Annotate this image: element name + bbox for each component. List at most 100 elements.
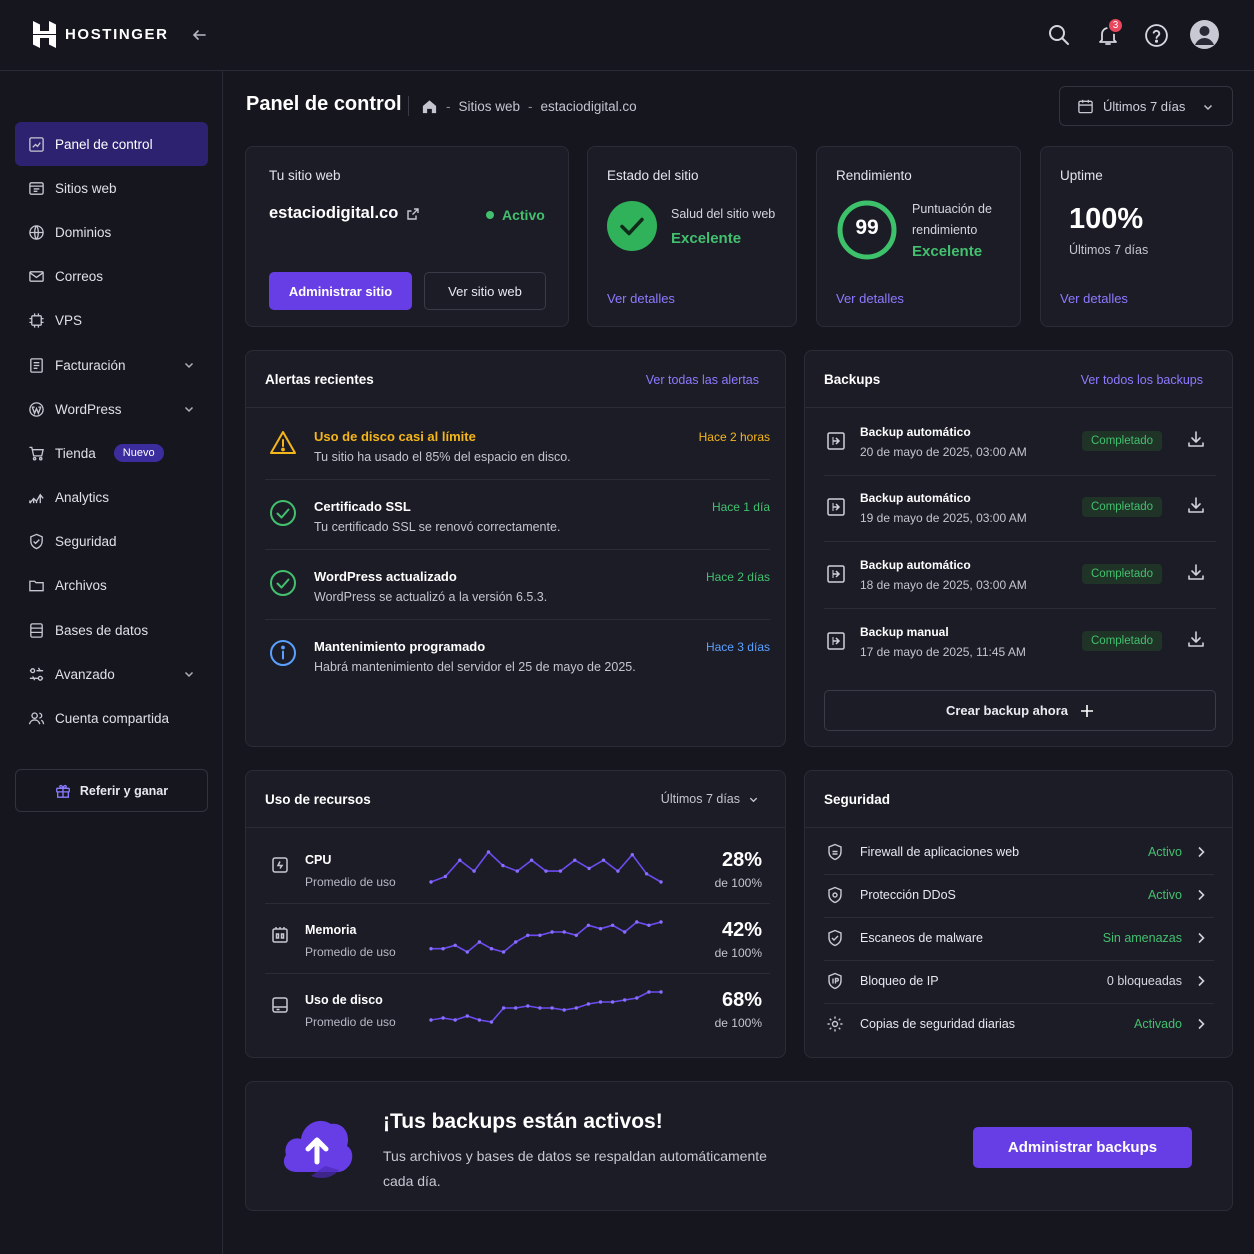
refer-and-earn-button[interactable]: Referir y ganar (15, 769, 208, 812)
chevron-right-icon (1198, 1018, 1205, 1030)
create-backup-button[interactable]: Crear backup ahora (824, 690, 1216, 731)
folder-icon (29, 580, 44, 591)
backup-icon (827, 498, 845, 516)
home-icon[interactable] (421, 98, 438, 115)
health-label: Salud del sitio web (671, 207, 776, 221)
sparkline-point (586, 1002, 591, 1006)
calendar-icon (1078, 99, 1093, 113)
chevron-down-icon (184, 406, 194, 413)
site-status: Activo (486, 207, 545, 223)
notifications-button[interactable]: 3 (1094, 17, 1124, 49)
security-row[interactable]: Escaneos de malware Sin amenazas (824, 917, 1214, 960)
sidebar-item-sites[interactable]: Sitios web (15, 166, 208, 210)
security-row[interactable]: Copias de seguridad diarias Activado (824, 1003, 1214, 1046)
resource-total: de 100% (714, 946, 762, 960)
backup-row: Backup automático 20 de mayo de 2025, 03… (824, 409, 1216, 475)
chevron-right-icon (1198, 846, 1205, 858)
sparkline-point (562, 1008, 566, 1012)
security-row[interactable]: Protección DDoS Activo (824, 874, 1214, 917)
chip-icon (29, 312, 44, 328)
performance-card-label: Rendimiento (836, 168, 912, 183)
sparkline-point (635, 996, 639, 1000)
site-domain[interactable]: estaciodigital.co (269, 204, 399, 222)
uptime-details-link[interactable]: Ver detalles (1060, 291, 1128, 306)
logo[interactable]: HOSTINGER (33, 21, 169, 48)
manage-backups-button[interactable]: Administrar backups (973, 1127, 1192, 1168)
backup-status-badge: Completado (1082, 497, 1163, 517)
sidebar-item-security[interactable]: Seguridad (15, 519, 208, 563)
performance-card: Rendimiento 99 Puntuación de rendimiento… (816, 146, 1021, 327)
uptime-card-label: Uptime (1060, 168, 1103, 183)
sidebar-item-email[interactable]: Correos (15, 254, 208, 298)
cart-icon (29, 446, 44, 460)
help-icon (1144, 23, 1168, 47)
sidebar-item-wordpress[interactable]: WordPress (15, 387, 208, 431)
gift-icon (55, 784, 70, 798)
resources-period: Últimos 7 días (660, 792, 740, 806)
sidebar-item-shared-account[interactable]: Cuenta compartida (15, 696, 208, 740)
external-link-icon[interactable] (406, 207, 420, 221)
uptime-period: Últimos 7 días (1069, 243, 1149, 257)
sidebar-item-billing[interactable]: Facturación (15, 343, 208, 387)
download-icon[interactable] (1186, 495, 1206, 515)
chevron-down-icon (184, 671, 194, 678)
sparkline-point (610, 1000, 615, 1004)
download-icon[interactable] (1186, 429, 1206, 449)
collapse-sidebar-button[interactable] (189, 25, 209, 45)
site-status-label: Activo (502, 207, 545, 223)
alert-description: Tu sitio ha usado el 85% del espacio en … (314, 450, 571, 464)
help-button[interactable] (1142, 21, 1170, 49)
sidebar-item-databases[interactable]: Bases de datos (15, 608, 208, 652)
sidebar-item-store[interactable]: Tienda Nuevo (15, 431, 208, 475)
sparkline-point (486, 850, 491, 854)
breadcrumb-sites[interactable]: Sitios web (458, 98, 521, 114)
sidebar-item-files[interactable]: Archivos (15, 563, 208, 607)
sparkline-point (489, 947, 494, 951)
breadcrumb-site[interactable]: estaciodigital.co (540, 98, 637, 114)
user-avatar[interactable] (1190, 20, 1219, 49)
download-icon[interactable] (1186, 562, 1206, 582)
firewall-shield-icon (828, 843, 842, 861)
resource-total: de 100% (714, 876, 762, 890)
resources-period-select[interactable]: Últimos 7 días (661, 792, 759, 806)
sparkline-point (429, 947, 433, 951)
security-label: Copias de seguridad diarias (860, 1017, 1015, 1031)
security-value: Activado (1134, 1017, 1182, 1031)
sidebar-item-domains[interactable]: Dominios (15, 210, 208, 254)
manage-site-button[interactable]: Administrar sitio (269, 272, 412, 310)
alert-item[interactable]: WordPress actualizado WordPress se actua… (265, 549, 770, 619)
sidebar-item-analytics[interactable]: Analytics (15, 475, 208, 519)
sidebar-item-label: Seguridad (55, 533, 117, 549)
all-backups-link[interactable]: Ver todos los backups (1080, 373, 1203, 387)
memory-icon (272, 927, 288, 943)
performance-gauge (837, 200, 897, 260)
alert-item[interactable]: Certificado SSL Tu certificado SSL se re… (265, 479, 770, 549)
security-row[interactable]: Firewall de aplicaciones web Activo (824, 831, 1214, 874)
date-range-select[interactable]: Últimos 7 días (1059, 86, 1233, 126)
sidebar-item-vps[interactable]: VPS (15, 298, 208, 342)
search-button[interactable] (1045, 21, 1073, 49)
sidebar-item-panel[interactable]: Panel de control (15, 122, 208, 166)
status-details-link[interactable]: Ver detalles (607, 291, 675, 306)
performance-details-link[interactable]: Ver detalles (836, 291, 904, 306)
download-icon[interactable] (1186, 629, 1206, 649)
all-alerts-link[interactable]: Ver todas las alertas (645, 373, 759, 387)
alert-item[interactable]: Mantenimiento programado Habrá mantenimi… (265, 619, 770, 689)
security-row[interactable]: Bloqueo de IP 0 bloqueadas (824, 960, 1214, 1003)
user-icon (1195, 26, 1214, 45)
sidebar-item-advanced[interactable]: Avanzado (15, 652, 208, 696)
sparkline-point (573, 858, 577, 862)
sparkline-point (623, 998, 627, 1002)
warning-icon (270, 431, 296, 454)
sidebar: Panel de control Sitios web Dominios Cor… (0, 71, 223, 1254)
backup-status-badge: Completado (1082, 564, 1163, 584)
sidebar-item-label: Analytics (55, 489, 110, 505)
alert-item[interactable]: Uso de disco casi al límite Tu sitio ha … (265, 409, 770, 479)
view-site-button[interactable]: Ver sitio web (424, 272, 546, 310)
backups-title: Backups (824, 372, 881, 387)
sidebar-item-label: Correos (55, 268, 104, 284)
sparkline-point (586, 923, 591, 927)
backup-status-badge: Completado (1082, 631, 1163, 651)
breadcrumb: - Sitios web - estaciodigital.co (408, 96, 637, 116)
alert-time: Hace 1 día (711, 500, 770, 514)
